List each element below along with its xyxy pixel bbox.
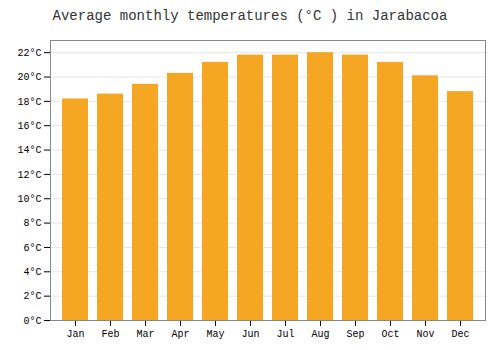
svg-text:Jun: Jun [241,329,259,340]
svg-text:Jul: Jul [276,329,294,340]
svg-text:8°C: 8°C [23,218,41,229]
svg-text:0°C: 0°C [23,316,41,327]
svg-text:Jan: Jan [66,329,84,340]
html-text:Average monthly temperatures (: Average monthly temperatures (°C ) in Ja… [52,8,448,24]
svg-text:Dec: Dec [451,329,469,340]
svg-text:Nov: Nov [416,329,434,340]
svg-text:16°C: 16°C [17,121,41,132]
svg-text:18°C: 18°C [17,97,41,108]
svg-text:Mar: Mar [136,329,154,340]
svg-text:10°C: 10°C [17,194,41,205]
svg-text:Feb: Feb [101,329,119,340]
svg-text:Sep: Sep [346,329,364,340]
svg-text:4°C: 4°C [23,267,41,278]
svg-text:20°C: 20°C [17,72,41,83]
svg-text:6°C: 6°C [23,243,41,254]
svg-text:22°C: 22°C [17,48,41,59]
svg-text:Aug: Aug [311,329,329,340]
svg-text:May: May [206,329,224,340]
svg-text:12°C: 12°C [17,170,41,181]
svg-text:14°C: 14°C [17,145,41,156]
svg-text:2°C: 2°C [23,291,41,302]
svg-text:Apr: Apr [171,329,189,340]
svg-text:Oct: Oct [381,329,399,340]
